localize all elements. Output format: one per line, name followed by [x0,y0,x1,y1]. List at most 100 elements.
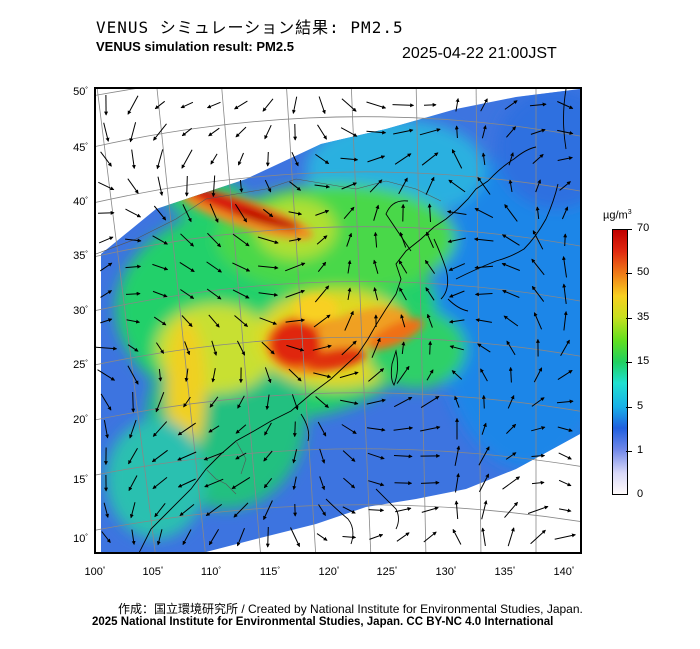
wind-arrow [343,206,355,220]
wind-arrow [318,96,326,115]
wind-arrow [237,152,244,166]
wind-arrow [420,480,440,485]
wind-arrow [339,371,359,379]
wind-arrow [427,203,432,223]
wind-arrow [100,393,112,411]
wind-arrow [317,124,327,140]
wind-arrow [480,368,488,382]
wind-arrow [203,451,224,461]
wind-arrow [561,255,567,278]
wind-arrow [313,372,332,379]
wind-arrow [315,209,330,216]
wind-arrow [454,445,461,466]
wind-arrow [507,394,515,409]
wind-arrow [316,533,328,541]
wind-arrow [100,151,112,167]
wind-arrow [396,365,410,384]
wind-arrow [258,292,279,297]
wind-arrow [209,396,219,408]
wind-arrow [208,425,220,433]
pm25-map-canvas [96,89,580,552]
credit-line: 作成：国立環境研究所 / Created by National Institu… [118,602,583,616]
lon-label-110: 110˚ [200,566,222,578]
wind-arrow [319,448,326,464]
wind-arrow [180,101,194,109]
colorbar-unit: µg/m3 [603,209,632,222]
wind-arrow [210,153,218,165]
wind-arrow [183,396,191,408]
wind-arrow [504,204,518,222]
country-borders [96,178,442,495]
wind-arrow [481,394,486,409]
wind-arrow [205,503,222,517]
lat-label-45: 45˚ [73,142,88,154]
wind-arrow [231,476,251,490]
wind-vector-field [96,94,576,548]
wind-arrow [481,125,487,139]
wind-arrow [177,422,196,436]
colorbar-tick-35: 35 [637,311,650,323]
wind-arrow [425,287,435,301]
wind-arrow [557,426,573,433]
wind-arrow [446,210,467,215]
wind-arrow [398,177,408,195]
wind-arrow [129,419,137,439]
wind-arrow [235,126,247,138]
wind-arrow [265,151,270,167]
wind-arrow [208,314,220,328]
wind-arrow [184,368,189,383]
pm25-map [94,87,582,554]
wind-arrow [239,179,244,193]
wind-arrow [99,262,113,272]
wind-arrow [478,446,490,466]
wind-arrow [531,285,545,302]
colorbar-tick-mark [626,229,632,230]
colorbar-tick-1: 1 [637,444,644,456]
wind-arrow [152,477,168,490]
wind-arrow [131,529,136,546]
wind-arrow [232,289,250,299]
wind-arrow [181,127,193,137]
wind-arrow [292,476,297,491]
wind-arrow [531,426,546,432]
wind-arrow [481,527,486,546]
wind-arrow [481,500,488,520]
wind-arrow [508,179,513,192]
lat-label-35: 35˚ [73,250,88,262]
wind-arrow [474,292,493,297]
wind-arrow [341,424,357,434]
wind-arrow [419,128,441,136]
wind-arrow [344,310,354,331]
wind-arrow [206,101,221,109]
wind-arrow [289,181,302,191]
wind-arrow [131,391,136,413]
wind-arrow [208,529,220,546]
wind-arrow [152,263,169,271]
wind-arrow [478,473,490,493]
wind-arrow [503,315,519,327]
wind-arrow [154,100,166,110]
wind-arrow [508,366,513,383]
wind-arrow [449,345,464,351]
wind-arrow [451,370,463,380]
wind-arrow [208,127,220,137]
wind-arrow [563,233,568,247]
wind-arrow [502,476,521,490]
wind-arrow [420,395,440,409]
colorbar-tick-70: 70 [637,222,650,234]
wind-arrow [448,319,465,324]
wind-arrow [233,502,249,518]
wind-arrow [401,341,406,355]
wind-arrow [96,346,118,351]
wind-arrow [152,290,168,298]
wind-arrow [261,341,275,355]
wind-arrow [371,337,381,358]
wind-arrow [314,184,331,189]
wind-arrow [398,260,408,274]
lat-label-30: 30˚ [73,305,88,317]
wind-arrow [101,531,111,544]
wind-arrow [181,315,193,327]
lon-label-135: 135˚ [494,566,516,578]
wind-arrow [182,204,192,223]
wind-arrow [263,500,273,521]
